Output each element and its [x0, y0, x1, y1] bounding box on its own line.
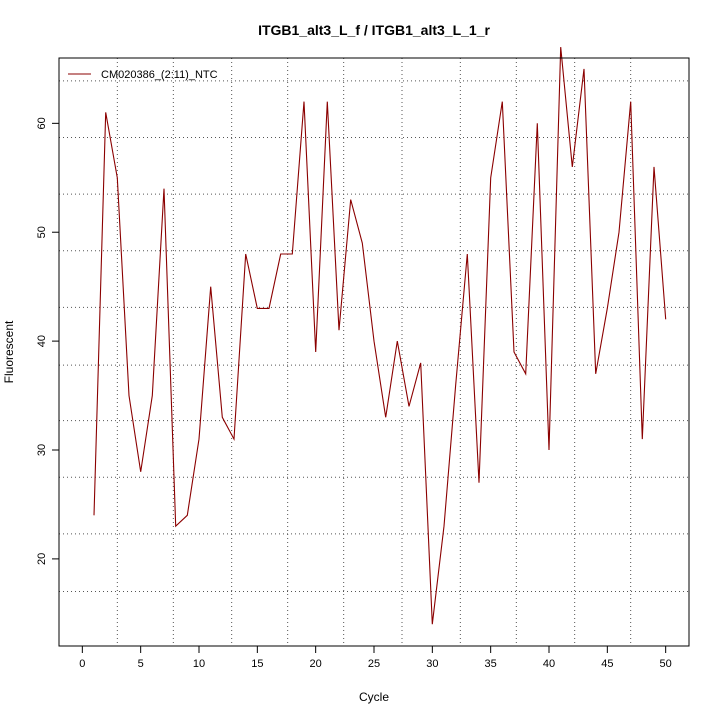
x-tick-label: 35 [485, 658, 497, 670]
x-tick-label: 30 [426, 658, 438, 670]
x-tick-label: 25 [368, 658, 380, 670]
y-tick-label: 50 [36, 226, 48, 238]
x-tick-label: 50 [660, 658, 672, 670]
x-tick-label: 5 [138, 658, 144, 670]
legend-label: CM020386_(2:11)_NTC [101, 69, 218, 81]
y-tick-label: 60 [36, 117, 48, 129]
chart-title: ITGB1_alt3_L_f / ITGB1_alt3_L_1_r [258, 22, 490, 38]
plot-frame [58, 57, 690, 647]
series-group [93, 47, 667, 625]
y-tick-label: 30 [36, 444, 48, 456]
legend: CM020386_(2:11)_NTC [68, 69, 218, 81]
x-axis: 0 5 10 15 20 25 30 35 40 45 50 [79, 645, 672, 670]
x-axis-label: Cycle [359, 690, 389, 704]
x-tick-label: 45 [601, 658, 613, 670]
y-tick-label: 40 [36, 335, 48, 347]
series-line [93, 47, 667, 625]
x-tick-label: 0 [79, 658, 85, 670]
y-axis-label: Fluorescent [2, 320, 16, 383]
x-tick-label: 40 [543, 658, 555, 670]
grid [59, 58, 689, 646]
y-tick-label: 20 [36, 553, 48, 565]
y-axis: 20 30 40 50 60 [36, 117, 60, 565]
x-tick-label: 10 [193, 658, 205, 670]
x-tick-label: 20 [310, 658, 322, 670]
x-tick-label: 15 [251, 658, 263, 670]
